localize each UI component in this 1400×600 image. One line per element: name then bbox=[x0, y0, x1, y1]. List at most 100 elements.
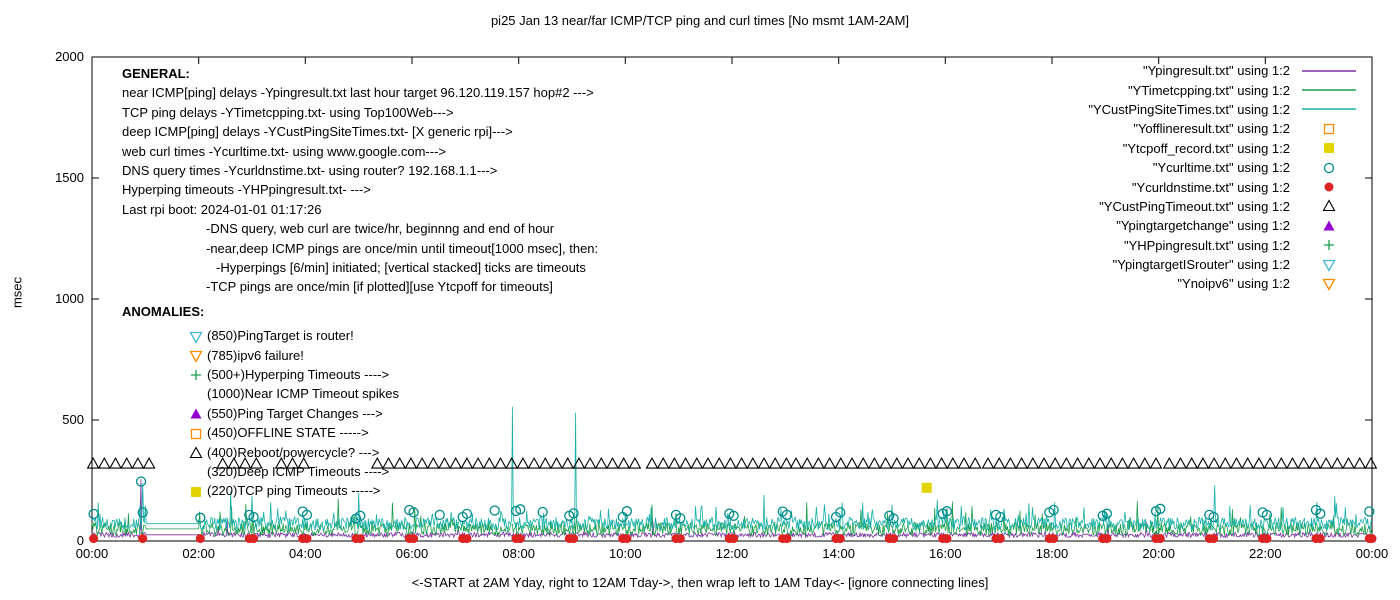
anomaly-item-label: (320)Deep ICMP Timeouts ----> bbox=[207, 463, 390, 479]
general-notes: GENERAL: near ICMP[ping] delays -Ypingre… bbox=[122, 66, 598, 299]
general-note-line: web curl times -Ycurltime.txt- using www… bbox=[122, 143, 447, 159]
anomaly-item-label: (500+)Hyperping Timeouts ----> bbox=[207, 366, 390, 382]
legend: "Ypingresult.txt" using 1:2 "YTimetcpping… bbox=[1088, 61, 1358, 294]
legend-entry: "Ycurltime.txt" using 1:2 bbox=[1088, 158, 1358, 177]
anomaly-item: (850)PingTarget is router! bbox=[188, 326, 399, 345]
x-tick-label: 14:00 bbox=[822, 546, 855, 561]
y-tick-label: 1500 bbox=[55, 170, 84, 185]
anomaly-item-label: (450)OFFLINE STATE -----> bbox=[207, 425, 369, 441]
legend-entry: "YTimetcpping.txt" using 1:2 bbox=[1088, 80, 1358, 99]
plus-icon bbox=[191, 370, 201, 381]
anomaly-item-label: (1000)Near ICMP Timeout spikes bbox=[207, 386, 399, 402]
markers-YCustPingTimeout.txt bbox=[86, 456, 1378, 469]
x-tick-label: 04:00 bbox=[289, 546, 322, 561]
anomaly-item-label: (220)TCP ping Timeouts -----> bbox=[207, 483, 381, 499]
anomaly-item-label: (550)Ping Target Changes ---> bbox=[207, 405, 383, 421]
triangle-down-open-icon bbox=[189, 331, 203, 344]
legend-entry-label: "Ycurldnstime.txt" using 1:2 bbox=[1131, 179, 1290, 195]
y-tick-label: 0 bbox=[77, 533, 84, 548]
triangle-down-open-icon bbox=[1322, 278, 1336, 291]
triangle-up-open-icon bbox=[1322, 199, 1336, 212]
anomaly-item: (320)Deep ICMP Timeouts ----> bbox=[188, 462, 399, 481]
x-tick-label: 10:00 bbox=[609, 546, 642, 561]
legend-entry: "Ypingtargetchange" using 1:2 bbox=[1088, 216, 1358, 235]
square-open-icon bbox=[1323, 123, 1335, 135]
chart-title: pi25 Jan 13 near/far ICMP/TCP ping and c… bbox=[490, 13, 910, 28]
legend-entry: "Yofflineresult.txt" using 1:2 bbox=[1088, 119, 1358, 138]
x-tick-label: 12:00 bbox=[716, 546, 749, 561]
triangle-down-open-icon bbox=[1322, 259, 1336, 272]
marker-spacer bbox=[188, 463, 204, 479]
line-icon bbox=[1302, 108, 1356, 111]
legend-entry: "YCustPingSiteTimes.txt" using 1:2 bbox=[1088, 100, 1358, 119]
circle-open-icon bbox=[1323, 162, 1335, 173]
general-note-line: near ICMP[ping] delays -Ypingresult.txt … bbox=[122, 85, 594, 101]
general-lines: near ICMP[ping] delays -Ypingresult.txt … bbox=[122, 85, 598, 298]
circle-filled-icon bbox=[1324, 182, 1334, 192]
series-YCustPingSiteTimes.txt bbox=[91, 406, 1373, 532]
general-note-line: TCP ping delays -YTimetcpping.txt- using… bbox=[122, 104, 454, 120]
square-open-icon bbox=[190, 428, 202, 439]
anomaly-item-label: (785)ipv6 failure! bbox=[207, 347, 304, 363]
plus-icon bbox=[1324, 240, 1334, 251]
legend-entry-label: "Ytcpoff_record.txt" using 1:2 bbox=[1122, 140, 1290, 156]
x-tick-label: 02:00 bbox=[182, 546, 215, 561]
anomaly-item: (220)TCP ping Timeouts -----> bbox=[188, 481, 399, 500]
legend-entry-label: "Ypingresult.txt" using 1:2 bbox=[1142, 63, 1290, 79]
y-tick-label: 1000 bbox=[55, 291, 84, 306]
general-note-line: deep ICMP[ping] delays -YCustPingSiteTim… bbox=[122, 124, 513, 140]
square-filled-icon bbox=[1324, 143, 1334, 154]
x-tick-label: 06:00 bbox=[396, 546, 429, 561]
square-filled-icon bbox=[191, 486, 201, 497]
triangle-down-open-icon bbox=[189, 350, 203, 363]
anomaly-item: (550)Ping Target Changes ---> bbox=[188, 404, 399, 423]
legend-entry: "YCustPingTimeout.txt" using 1:2 bbox=[1088, 197, 1358, 216]
axes: 00:00 02:00 04:00 06:00 08:00 10:00 12:00 14:00… bbox=[55, 49, 1388, 561]
x-tick-label: 08:00 bbox=[502, 546, 535, 561]
triangle-up-open-icon bbox=[189, 446, 203, 459]
legend-entry-label: "Ypingtargetchange" using 1:2 bbox=[1116, 218, 1290, 234]
legend-entry: "Ypingresult.txt" using 1:2 bbox=[1088, 61, 1358, 80]
anomaly-item: (450)OFFLINE STATE -----> bbox=[188, 423, 399, 442]
x-tick-label: 20:00 bbox=[1142, 546, 1175, 561]
x-tick-label: 00:00 bbox=[1356, 546, 1389, 561]
legend-entry: "YHPpingresult.txt" using 1:2 bbox=[1088, 236, 1358, 255]
legend-entry-label: "YpingtargetISrouter" using 1:2 bbox=[1112, 257, 1290, 273]
x-axis-label: <-START at 2AM Yday, right to 12AM Tday-… bbox=[411, 575, 989, 590]
line-icon bbox=[1302, 69, 1356, 72]
legend-entry: "Ynoipv6" using 1:2 bbox=[1088, 274, 1358, 293]
markers-Ytcpoff_record.txt bbox=[921, 482, 932, 493]
anomalies-list: (850)PingTarget is router! (785)ipv6 fail… bbox=[188, 326, 399, 501]
legend-entry-label: "Ynoipv6" using 1:2 bbox=[1177, 276, 1290, 292]
general-note-line: -near,deep ICMP pings are once/min until… bbox=[206, 240, 599, 256]
triangle-up-filled-icon bbox=[1323, 220, 1335, 231]
legend-entry: "Ycurldnstime.txt" using 1:2 bbox=[1088, 177, 1358, 196]
anomaly-item-label: (400)Reboot/powercycle? ---> bbox=[207, 444, 380, 460]
markers-Ycurltime.txt bbox=[88, 476, 1375, 524]
general-note-line: DNS query times -Ycurldnstime.txt- using… bbox=[122, 162, 498, 178]
legend-entry-label: "YCustPingSiteTimes.txt" using 1:2 bbox=[1088, 101, 1290, 117]
legend-entry-label: "Yofflineresult.txt" using 1:2 bbox=[1133, 121, 1290, 137]
triangle-up-filled-icon bbox=[190, 408, 202, 419]
anomaly-item: (400)Reboot/powercycle? ---> bbox=[188, 442, 399, 461]
legend-entry: "YpingtargetISrouter" using 1:2 bbox=[1088, 255, 1358, 274]
anomaly-item: (500+)Hyperping Timeouts ----> bbox=[188, 365, 399, 384]
marker-spacer bbox=[188, 386, 204, 402]
general-note-line: Hyperping timeouts -YHPpingresult.txt- -… bbox=[122, 182, 371, 198]
y-tick-label: 500 bbox=[62, 412, 84, 427]
legend-entry-label: "YCustPingTimeout.txt" using 1:2 bbox=[1099, 198, 1290, 214]
general-heading: GENERAL: bbox=[122, 66, 190, 81]
general-note-line: -TCP pings are once/min [if plotted][use… bbox=[206, 279, 553, 295]
legend-entry-label: "YTimetcpping.txt" using 1:2 bbox=[1128, 82, 1290, 98]
x-tick-label: 16:00 bbox=[929, 546, 962, 561]
anomaly-item-label: (850)PingTarget is router! bbox=[207, 328, 354, 344]
y-tick-label: 2000 bbox=[55, 49, 84, 64]
line-icon bbox=[1302, 89, 1356, 91]
anomalies-heading: ANOMALIES: bbox=[122, 304, 205, 319]
general-note-line: Last rpi boot: 2024-01-01 01:17:26 bbox=[122, 201, 322, 217]
anomaly-item: (1000)Near ICMP Timeout spikes bbox=[188, 384, 399, 403]
general-note-line: -Hyperpings [6/min] initiated; [vertical… bbox=[216, 259, 586, 275]
x-tick-label: 18:00 bbox=[1036, 546, 1069, 561]
